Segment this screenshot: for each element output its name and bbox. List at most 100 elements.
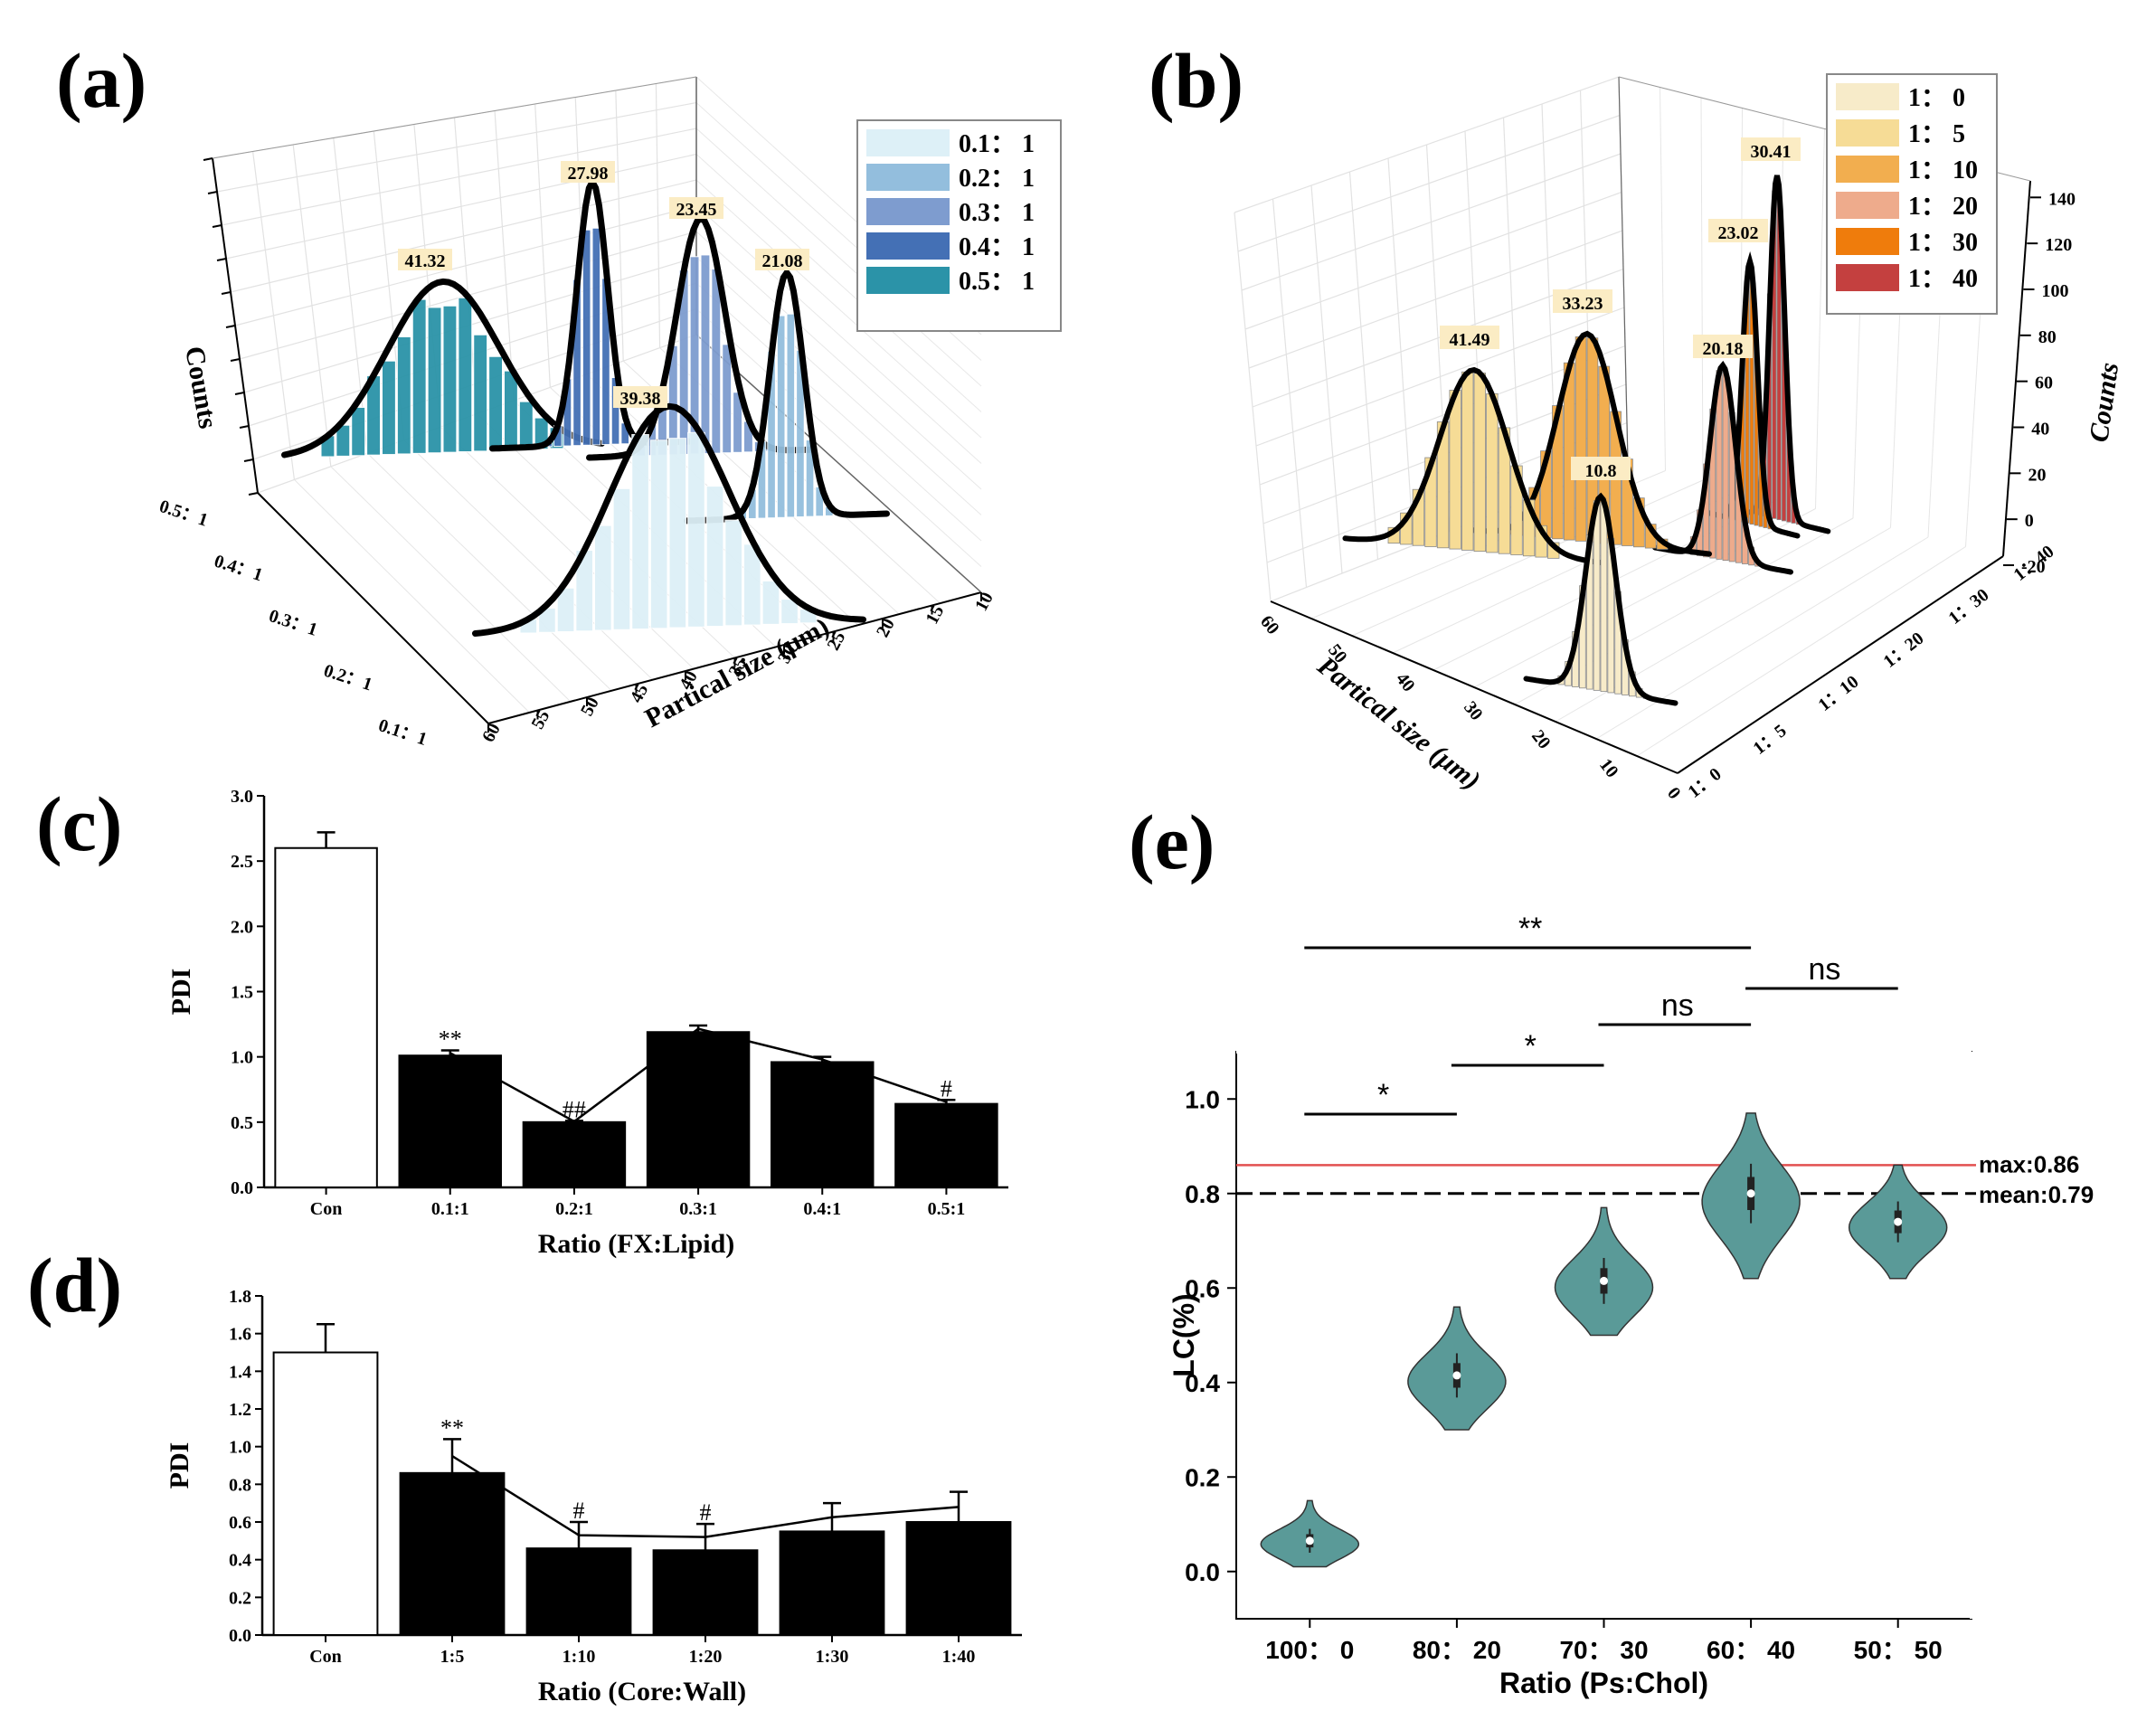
histogram-bar — [612, 487, 631, 630]
panel-label-a: (a) — [56, 37, 147, 124]
legend-swatch — [1836, 264, 1899, 291]
histogram-bar — [351, 406, 366, 457]
y-tick-label: 0.8 — [229, 1475, 251, 1495]
x-tick-label: 60： 40 — [1707, 1636, 1795, 1664]
bar — [525, 1547, 632, 1636]
legend-label: 0.3： 1 — [959, 199, 1035, 227]
peak-label-bg — [755, 249, 809, 270]
peak-label: 41.32 — [405, 251, 446, 271]
grid-line — [1392, 489, 1741, 654]
peak-label-bg — [1571, 457, 1631, 480]
x-tick-label: 55 — [527, 707, 553, 733]
histogram-bar — [711, 268, 722, 454]
panel-label-c: (c) — [36, 780, 122, 867]
bar — [522, 1120, 627, 1189]
z-tick — [207, 191, 218, 194]
legend-label: 1： 5 — [1908, 120, 1965, 148]
panel-label-e: (e) — [1129, 799, 1215, 885]
histogram-bar — [518, 401, 534, 450]
significance-label: ns — [1808, 952, 1840, 987]
histogram-bar — [724, 519, 742, 627]
z-tick-label: 140 — [2048, 189, 2076, 209]
z-tick-label: 100 — [2042, 281, 2069, 301]
bar — [652, 1549, 759, 1636]
frame-line — [695, 334, 982, 593]
peak-label: 33.23 — [1563, 294, 1603, 314]
legend-a: 0.1： 1 0.2： 1 0.3： 1 0.4： 1 0.5： 1 — [856, 119, 1062, 332]
y-tick-label: 1.2 — [229, 1400, 251, 1420]
x-tick-label: 60 — [1256, 612, 1283, 638]
y-tick-label: 0.0 — [231, 1178, 253, 1198]
y-tick-label: 0.6 — [229, 1513, 251, 1533]
peak-label-bg — [1741, 137, 1801, 161]
histogram-bar — [582, 229, 591, 446]
histogram-bar — [700, 254, 711, 455]
y-tick-label: 1：0 — [1685, 764, 1726, 802]
mean-reference-label: mean:0.79 — [1979, 1181, 2094, 1208]
peak-label-bg — [1708, 219, 1768, 242]
z-tick — [212, 224, 222, 228]
grid-line — [1700, 97, 1704, 481]
x-axis-title: Ratio (Core:Wall) — [538, 1677, 746, 1706]
histogram-bar — [458, 297, 473, 453]
histogram-bar — [427, 307, 442, 454]
y-tick-label: 0.0 — [1185, 1558, 1220, 1586]
violin-median-dot — [1600, 1276, 1608, 1285]
z-tick-label: 20 — [2028, 465, 2047, 485]
x-tick-label: 1:40 — [942, 1647, 976, 1667]
peak-label: 20.18 — [1703, 339, 1744, 359]
frame-line — [212, 76, 697, 159]
histogram-bar — [776, 315, 786, 518]
histogram-bar — [1722, 371, 1729, 562]
histogram-bar — [761, 580, 780, 625]
legend-label: 1： 0 — [1908, 84, 1965, 112]
x-tick-label: 10 — [971, 589, 998, 614]
peak-label: 39.38 — [620, 389, 661, 409]
violin-median-dot — [1746, 1189, 1755, 1198]
y-tick-label: 0.0 — [229, 1626, 251, 1646]
gaussian-fit-curve — [1342, 366, 1606, 566]
histogram-bar — [631, 434, 649, 630]
legend-label: 1： 40 — [1908, 265, 1978, 293]
x-axis-title: Partical size (μm) — [1311, 650, 1486, 796]
significance-mark: ** — [440, 1414, 464, 1441]
panel-c-bar-chart: 0.0 0.5 1.0 1.5 2.0 2.5 3.0 Con 0.1:1 ** 0.2:1 ## 0.… — [166, 787, 1008, 1259]
y-axis-title: PDI — [166, 969, 196, 1016]
histogram-bar — [504, 370, 518, 451]
peak-label-bg — [398, 249, 452, 270]
peak-label: 30.41 — [1751, 142, 1792, 162]
legend-swatch — [1836, 228, 1899, 255]
z-axis-title: Counts — [2084, 361, 2124, 444]
grid-line — [294, 479, 530, 714]
legend-swatch — [1836, 119, 1899, 147]
histogram-bar — [396, 336, 411, 455]
gaussian-fit-curve — [1523, 492, 1678, 706]
y-tick-label: 0.6 — [1185, 1274, 1220, 1302]
x-tick-label: 20 — [873, 615, 899, 640]
y-tick-label: 1.8 — [229, 1287, 251, 1307]
bar — [894, 1102, 998, 1189]
peak-label: 10.8 — [1585, 461, 1617, 481]
peak-label: 23.02 — [1718, 223, 1759, 243]
grid-line — [695, 179, 982, 439]
y-tick-label: 0.4：1 — [212, 551, 265, 585]
z-tick — [239, 425, 250, 429]
y-tick-label: 2.0 — [231, 917, 253, 937]
frame-line — [1618, 76, 1629, 462]
legend-label: 0.4： 1 — [959, 233, 1035, 261]
significance-mark: ** — [439, 1026, 462, 1052]
legend-label: 1： 30 — [1908, 229, 1978, 257]
legend-swatch — [1836, 192, 1899, 219]
peak-label: 27.98 — [568, 164, 609, 184]
bar — [272, 1351, 379, 1636]
histogram-bar — [1461, 371, 1474, 551]
panel-d-bar-chart: 0.0 0.2 0.4 0.6 0.8 1.0 1.2 1.4 1.6 1.8 Con 1:5 ** 1:… — [165, 1287, 1022, 1706]
bar — [771, 1061, 875, 1188]
peak-label-bg — [613, 386, 667, 408]
histogram-bar — [780, 599, 799, 625]
y-tick-label: 1：30 — [1945, 585, 1993, 629]
grid-line — [695, 128, 982, 387]
histogram-bar — [1593, 500, 1601, 691]
y-tick-label: 0.4 — [1185, 1369, 1220, 1397]
